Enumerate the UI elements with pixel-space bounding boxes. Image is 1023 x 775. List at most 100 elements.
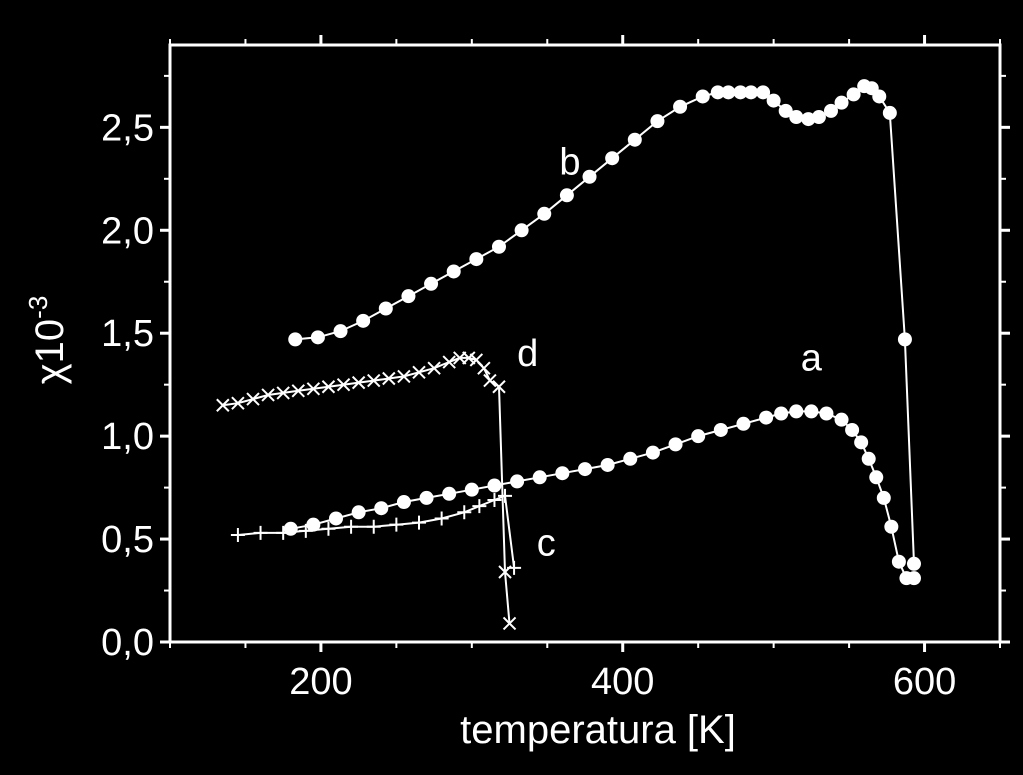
y-tick-label: 0,5: [101, 519, 154, 561]
series-c-point: [457, 505, 472, 520]
series-a-point: [691, 429, 706, 444]
series-b-point: [537, 206, 552, 221]
series-d-point: [261, 388, 275, 402]
series-b: [288, 79, 921, 571]
x-tick-label: 400: [591, 661, 654, 703]
series-b-point: [882, 105, 897, 120]
series-c-point: [276, 525, 291, 540]
series-a-point: [834, 412, 849, 427]
series-b-point: [846, 87, 861, 102]
series-d-point: [367, 373, 381, 388]
y-tick-label: 2,5: [101, 107, 154, 149]
series-b-point: [514, 223, 529, 238]
y-tick-label: 1,0: [101, 416, 154, 458]
series-b-point: [673, 99, 688, 114]
series-b-point: [605, 151, 620, 166]
series-c-point: [366, 519, 381, 534]
series-c-point: [412, 515, 426, 530]
series-d-point: [216, 398, 230, 412]
series-label-d: d: [517, 333, 538, 375]
series-a-point: [555, 466, 570, 481]
y-axis-title: χ10-3: [23, 296, 72, 385]
series-c-point: [472, 499, 487, 514]
series-b-point: [650, 114, 665, 129]
series-b-point: [627, 132, 642, 147]
series-a-point: [759, 410, 774, 425]
series-b-point: [823, 103, 838, 118]
series-a-point: [891, 554, 906, 569]
series-label-c: c: [537, 523, 556, 565]
series-c-point: [230, 527, 245, 542]
x-tick-label: 200: [289, 661, 352, 703]
series-d: [216, 351, 517, 631]
label-layer: a b c d: [517, 142, 823, 565]
series-c-point: [253, 525, 268, 540]
series-b-point: [695, 89, 710, 104]
series-b-point: [897, 332, 912, 347]
series-d-point: [276, 386, 290, 400]
series-b-point: [559, 188, 574, 203]
series-a-point: [623, 451, 638, 466]
series-d-point: [246, 392, 260, 406]
series-d-point: [306, 382, 321, 396]
x-tick-label: 600: [893, 661, 956, 703]
series-a-point: [845, 422, 860, 437]
series-b-point: [733, 85, 748, 100]
y-axis-title-main: χ10: [28, 319, 72, 385]
series-b-point: [906, 556, 921, 571]
series-a-point: [374, 501, 389, 516]
series-a-point: [861, 451, 876, 466]
series-c-point: [498, 488, 513, 503]
series-a-point: [578, 462, 592, 477]
series-d-point: [442, 355, 456, 369]
series-a-point: [876, 490, 891, 505]
y-tick-label: 2,0: [101, 210, 154, 252]
series-b-point: [424, 276, 439, 291]
series-b-point: [356, 313, 371, 328]
series-c-point: [321, 521, 336, 536]
series-a-point: [419, 490, 434, 505]
x-axis-title: temperatura [K]: [460, 708, 736, 752]
series-a-point: [906, 571, 921, 586]
series-d-point: [321, 380, 336, 394]
plot-frame: [168, 43, 1002, 644]
series-a-point: [532, 470, 547, 485]
series-d-point: [336, 377, 351, 392]
series-b-point: [811, 110, 826, 125]
series-b-point: [756, 85, 771, 100]
series-b-point: [766, 93, 781, 108]
series-c-point: [487, 492, 502, 507]
series-a-point: [869, 470, 884, 485]
series-b-point: [872, 89, 887, 104]
series-a-point: [600, 457, 615, 472]
series-a-point: [854, 435, 869, 450]
series-d-point: [462, 351, 476, 365]
series-d-point: [291, 384, 305, 398]
series-a-point: [442, 486, 457, 501]
series-d-point: [502, 616, 517, 631]
series-d-point: [483, 373, 497, 388]
series-b-point: [333, 324, 348, 339]
y-axis-title-exponent: -3: [23, 296, 53, 319]
series-a-point: [306, 517, 321, 532]
series-a-point: [804, 404, 819, 419]
series-a-point: [396, 495, 411, 510]
series-a-point: [819, 406, 834, 421]
series-b-point: [834, 95, 849, 110]
series-a-point: [884, 519, 899, 534]
series-b-point: [310, 330, 325, 345]
series-b-point: [401, 289, 416, 304]
series-layer: [216, 79, 921, 631]
series-b-point: [582, 169, 597, 184]
series-a-point: [736, 416, 751, 431]
series-label-b: b: [559, 142, 580, 184]
series-d-point: [477, 361, 491, 375]
axis-layer: 200 400 600 0,0 0,5 1,0 1,5 2,0 2,5: [101, 35, 1010, 703]
series-a-point: [464, 482, 479, 497]
series-b-point: [469, 252, 484, 267]
y-tick-label: 1,5: [101, 313, 154, 355]
series-c: [230, 488, 522, 575]
series-a-point: [789, 404, 804, 419]
series-b-point: [491, 239, 506, 254]
series-d-point: [412, 365, 426, 380]
